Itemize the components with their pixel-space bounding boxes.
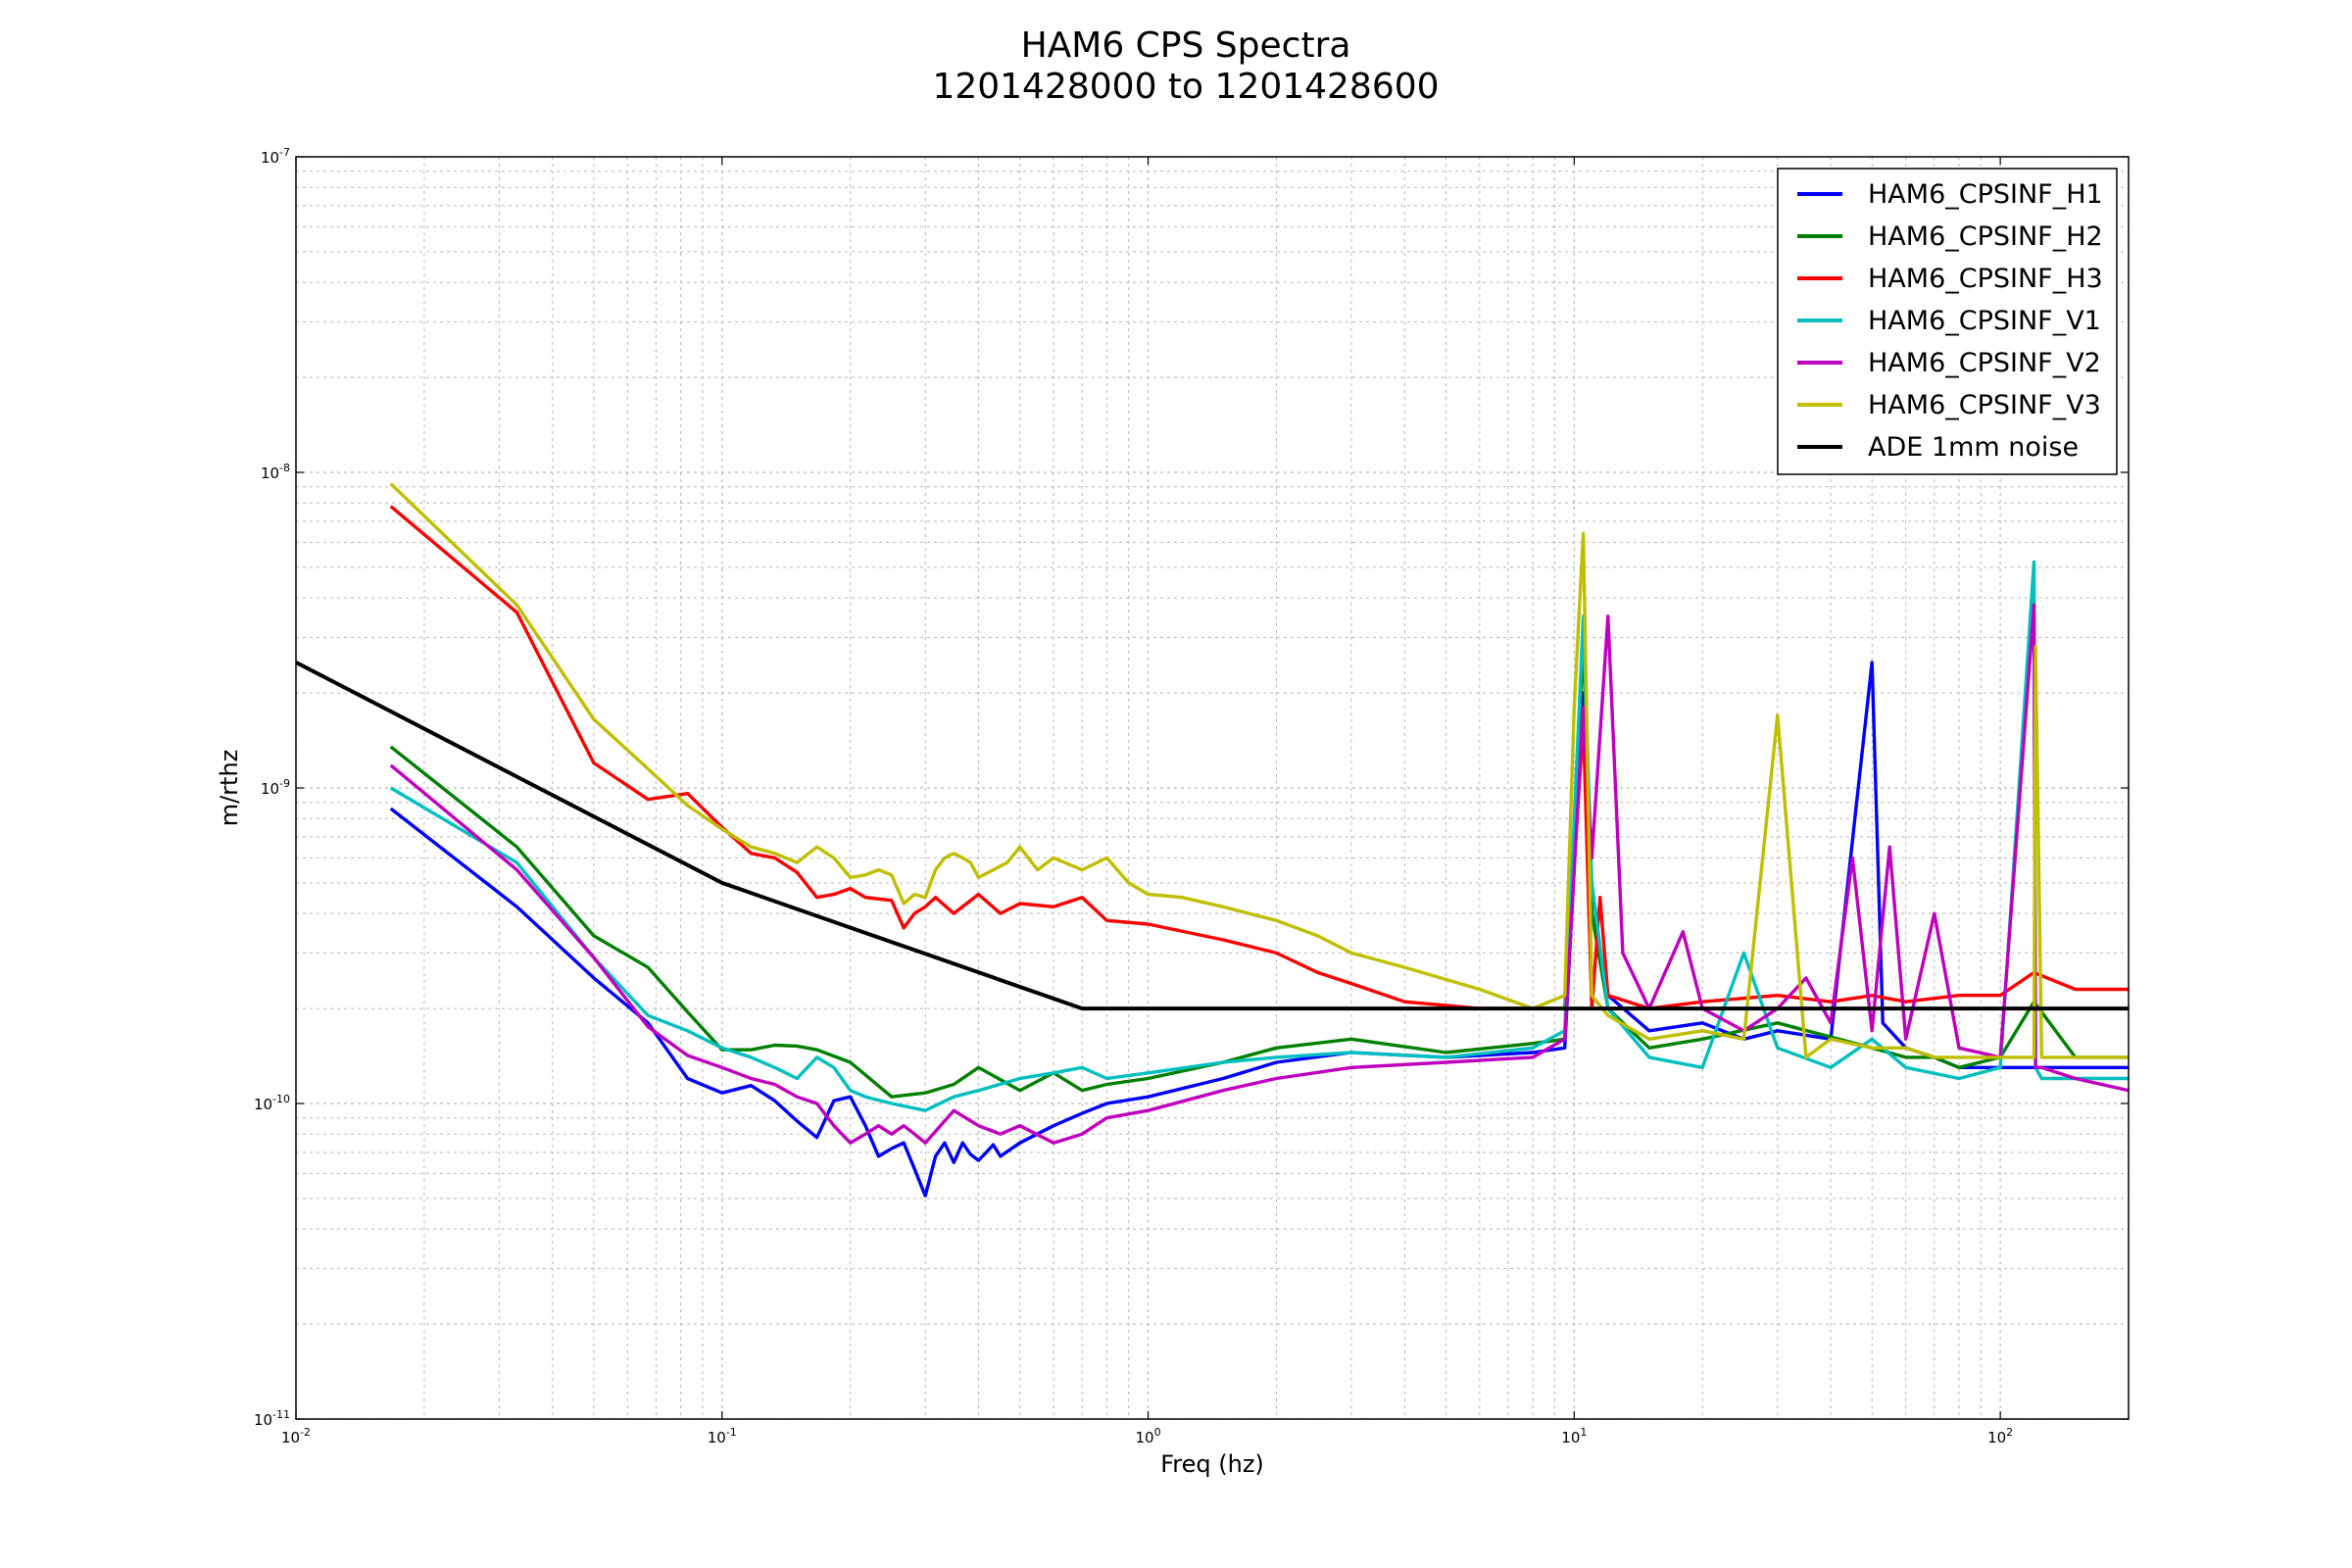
x-tick-label: 10-1	[708, 1426, 737, 1446]
series-line-ham6-cpsinf-h3	[389, 505, 2129, 1010]
x-tick-label: 101	[1561, 1426, 1587, 1446]
chart-title: HAM6 CPS Spectra	[1021, 25, 1351, 66]
series-line-ham6-cpsinf-v2	[389, 603, 2129, 1145]
x-axis-ticks: 10-2 10-1 100 101 102	[281, 157, 2013, 1446]
y-axis-label: m/rthz	[216, 750, 243, 827]
x-tick-label: 102	[1987, 1426, 2013, 1446]
legend-label-ham6-cpsinf-v3: HAM6_CPSINF_V3	[1868, 390, 2101, 420]
y-tick-label: 10-7	[261, 146, 290, 167]
legend-label-ade-1mm-noise: ADE 1mm noise	[1868, 432, 2079, 463]
legend-label-ham6-cpsinf-h2: HAM6_CPSINF_H2	[1868, 221, 2103, 252]
x-axis-label: Freq (hz)	[1160, 1450, 1264, 1478]
y-tick-label: 10-10	[254, 1093, 290, 1113]
chart-subtitle: 1201428000 to 1201428600	[932, 67, 1439, 107]
legend: HAM6_CPSINF_H1 HAM6_CPSINF_H2 HAM6_CPSINF_…	[1777, 168, 2118, 475]
y-tick-label: 10-8	[261, 462, 290, 482]
y-tick-label: 10-9	[261, 777, 290, 798]
series-line-ham6-cpsinf-v3	[389, 482, 2129, 1059]
series-line-ham6-cpsinf-v1	[389, 560, 2129, 1112]
series-layer	[296, 482, 2129, 1198]
legend-label-ham6-cpsinf-h1: HAM6_CPSINF_H1	[1868, 179, 2103, 210]
x-tick-label: 100	[1136, 1426, 1161, 1446]
y-tick-label: 10-11	[254, 1408, 290, 1429]
x-tick-label: 10-2	[281, 1426, 311, 1446]
y-axis-ticks: 10-11 10-10 10-9 10-8 10-7	[254, 146, 2129, 1429]
legend-label-ham6-cpsinf-h3: HAM6_CPSINF_H3	[1868, 264, 2103, 294]
legend-label-ham6-cpsinf-v1: HAM6_CPSINF_V1	[1868, 306, 2101, 336]
series-line-ade-1mm-noise	[296, 661, 2129, 1011]
legend-label-ham6-cpsinf-v2: HAM6_CPSINF_V2	[1868, 348, 2101, 378]
